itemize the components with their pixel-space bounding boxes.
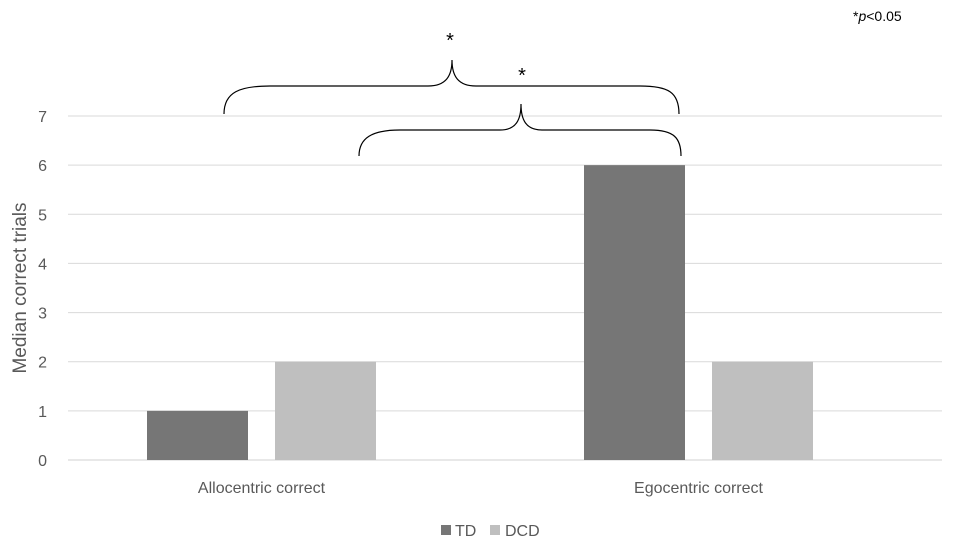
x-axis-categories: Allocentric correct Egocentric correct — [198, 480, 764, 497]
y-tick-label: 7 — [38, 109, 47, 126]
significance-note: *p<0.05 — [853, 8, 902, 24]
y-axis-title: Median correct trials — [10, 202, 31, 373]
y-axis-ticks: 0 1 2 3 4 5 6 7 — [38, 109, 47, 470]
y-tick-label: 4 — [38, 256, 47, 273]
y-tick-label: 6 — [38, 158, 47, 175]
y-tick-label: 0 — [38, 453, 47, 470]
significance-braces — [223, 59, 682, 157]
y-tick-label: 1 — [38, 404, 47, 421]
significance-marker-inner: * — [518, 65, 526, 87]
legend-swatch-dcd — [490, 525, 500, 535]
significance-note-suffix: <0.05 — [866, 8, 902, 24]
significance-brace-inner — [358, 103, 682, 157]
x-category-label: Egocentric correct — [634, 480, 763, 497]
legend-label-dcd: DCD — [505, 523, 540, 540]
bars — [147, 165, 813, 460]
significance-marker-outer: * — [446, 30, 454, 52]
legend: TD DCD — [441, 523, 540, 540]
y-tick-label: 3 — [38, 306, 47, 323]
y-tick-label: 2 — [38, 355, 47, 372]
y-tick-label: 5 — [38, 207, 47, 224]
bar-td-2 — [584, 165, 685, 460]
legend-swatch-td — [441, 525, 451, 535]
bar-dcd-2 — [712, 361, 813, 460]
significance-brace-outer — [223, 59, 680, 115]
bar-td-1 — [147, 410, 248, 460]
legend-label-td: TD — [455, 523, 476, 540]
significance-note-prefix: * — [853, 8, 859, 24]
x-category-label: Allocentric correct — [198, 480, 326, 497]
significance-note-italic: p — [857, 8, 866, 24]
bar-dcd-1 — [275, 361, 376, 460]
